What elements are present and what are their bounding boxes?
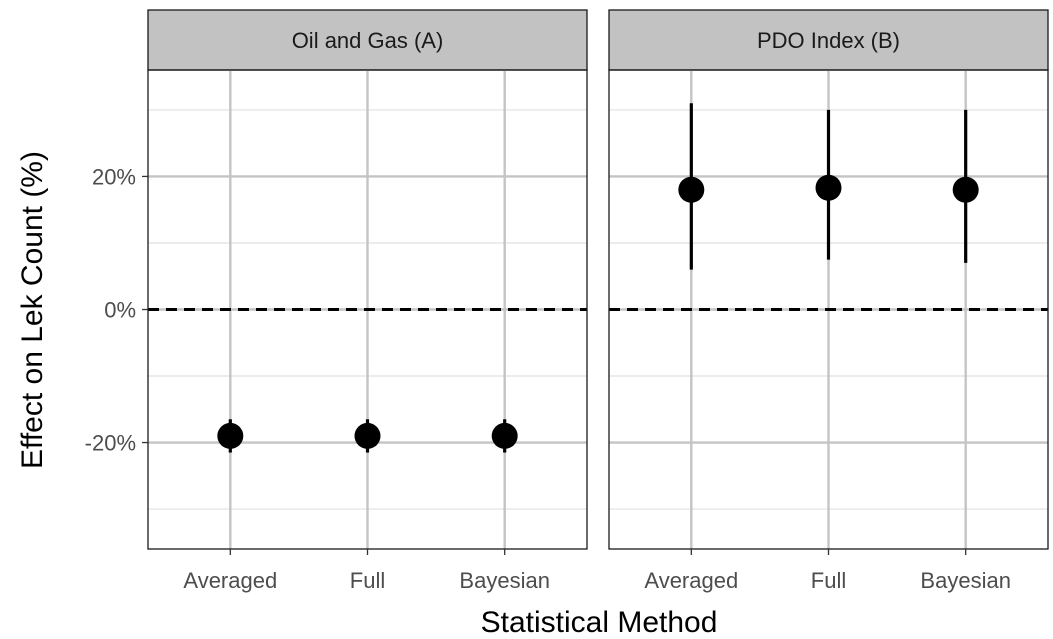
data-point [678, 176, 705, 203]
panel-strip [147, 9, 588, 71]
panel-strip [608, 9, 1049, 71]
x-tick-label: Bayesian [459, 568, 550, 593]
panel-b: PDO Index (B) Averaged Full Bayesian [608, 9, 1049, 593]
x-tick-label: Averaged [183, 568, 277, 593]
data-point [491, 422, 518, 449]
panel-title: PDO Index (B) [757, 28, 900, 53]
x-tick-label: Bayesian [920, 568, 1011, 593]
y-axis: -20% 0% 20% [85, 164, 148, 456]
panel-a: Oil and Gas (A) Averaged Full Bayesian [147, 9, 588, 593]
y-tick-label: 20% [92, 164, 136, 189]
panel-title: Oil and Gas (A) [292, 28, 444, 53]
x-tick-label: Full [811, 568, 846, 593]
y-tick-label: 0% [104, 298, 136, 323]
data-point [952, 176, 979, 203]
x-tick-label: Averaged [644, 568, 738, 593]
data-point [354, 422, 381, 449]
data-point [217, 422, 244, 449]
y-axis-title: Effect on Lek Count (%) [16, 151, 49, 469]
x-tick-label: Full [350, 568, 385, 593]
x-axis-title: Statistical Method [481, 606, 718, 639]
y-tick-label: -20% [85, 431, 136, 456]
data-point [815, 174, 842, 201]
